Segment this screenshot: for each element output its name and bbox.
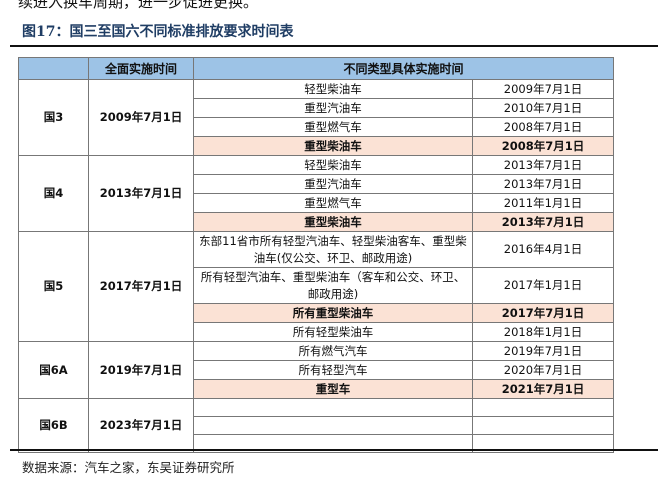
type-date-cell: 2013年7月1日 — [471, 174, 615, 194]
full-date-cell: 2017年7月1日 — [88, 231, 194, 342]
table-row — [19, 434, 615, 453]
table-row: 国3 2009年7月1日 轻型柴油车 2009年7月1日 — [18, 79, 615, 156]
vehicle-type-cell: 重型柴油车 — [193, 136, 473, 156]
vehicle-type-cell: 轻型柴油车 — [193, 79, 473, 99]
vehicle-type-cell: 所有燃气汽车 — [193, 341, 473, 361]
body-text-fragment: 续进入换车周期，进一步促进更换。 — [18, 0, 259, 11]
figure-title: 图17：国三至国六不同标准排放要求时间表 — [22, 24, 294, 40]
type-date-cell: 2021年7月1日 — [471, 379, 615, 399]
table-header-row: 全面实施时间 不同类型具体实施时间 — [18, 57, 615, 80]
vehicle-type-cell: 轻型柴油车 — [193, 155, 473, 175]
type-date-cell: 2008年7月1日 — [471, 117, 615, 137]
vehicle-type-cell: 所有轻型汽油车、重型柴油车（客车和公交、环卫、邮政用途) — [193, 267, 473, 304]
vehicle-type-cell: 所有重型柴油车 — [193, 303, 473, 323]
vehicle-type-cell: 重型燃气车 — [193, 193, 473, 213]
vehicle-type-cell: 所有轻型汽车 — [193, 360, 473, 380]
type-date-cell: 2020年7月1日 — [471, 360, 615, 380]
vehicle-type-cell: 所有轻型柴油车 — [193, 322, 473, 342]
type-date-cell: 2010年7月1日 — [471, 98, 615, 118]
emission-standards-table: 全面实施时间 不同类型具体实施时间 国3 2009年7月1日 轻型柴油车 2009年7… — [18, 57, 615, 453]
table-row: 所有轻型柴油车 2018年1月1日 — [19, 322, 615, 342]
table-row: 所有轻型汽油车、重型柴油车（客车和公交、环卫、邮政用途) 2017年1月1日 — [19, 267, 615, 304]
type-date-cell: 2018年1月1日 — [471, 322, 615, 342]
standard-cell: 国5 — [18, 231, 89, 342]
bottom-divider — [10, 449, 658, 451]
table-row: 所有重型柴油车 2017年7月1日 — [19, 303, 615, 323]
vehicle-type-cell: 重型燃气车 — [193, 117, 473, 137]
vehicle-type-cell: 重型汽油车 — [193, 98, 473, 118]
full-date-cell: 2019年7月1日 — [88, 341, 194, 399]
type-date-cell: 2009年7月1日 — [471, 79, 615, 99]
vehicle-type-cell — [193, 416, 473, 435]
type-date-cell: 2011年1月1日 — [471, 193, 615, 213]
type-date-cell: 2013年7月1日 — [471, 155, 615, 175]
full-date-cell: 2023年7月1日 — [88, 398, 194, 453]
standard-cell: 国4 — [18, 155, 89, 232]
type-date-cell — [471, 434, 615, 453]
vehicle-type-cell — [193, 398, 473, 417]
type-date-cell: 2017年1月1日 — [471, 267, 615, 304]
standard-cell: 国3 — [18, 79, 89, 156]
header-full-date: 全面实施时间 — [88, 57, 194, 80]
table-row: 国4 2013年7月1日 轻型柴油车 2013年7月1日 — [18, 155, 615, 232]
vehicle-type-cell: 东部11省市所有轻型汽油车、轻型柴油客车、重型柴油车(仅公交、环卫、邮政用途) — [193, 231, 473, 268]
full-date-cell: 2013年7月1日 — [88, 155, 194, 232]
table-row: 重型燃气车 2011年1月1日 — [19, 193, 615, 213]
type-date-cell — [471, 398, 615, 417]
vehicle-type-cell: 重型柴油车 — [193, 212, 473, 232]
table-row: 重型柴油车 2008年7月1日 — [19, 136, 615, 156]
standard-cell: 国6A — [18, 341, 89, 399]
type-date-cell — [471, 416, 615, 435]
type-date-cell: 2019年7月1日 — [471, 341, 615, 361]
type-date-cell: 2017年7月1日 — [471, 303, 615, 323]
type-date-cell: 2016年4月1日 — [471, 231, 615, 268]
table-row: 国5 2017年7月1日 东部11省市所有轻型汽油车、轻型柴油客车、重型柴油车(仅公… — [18, 231, 615, 342]
top-divider — [10, 45, 658, 47]
table-row: 国6A 2019年7月1日 所有燃气汽车 2019年7月1日 — [18, 341, 615, 399]
table-row: 重型车 2021年7月1日 — [19, 379, 615, 399]
type-date-cell: 2008年7月1日 — [471, 136, 615, 156]
vehicle-type-cell: 重型汽油车 — [193, 174, 473, 194]
header-standard — [18, 57, 89, 80]
type-date-cell: 2013年7月1日 — [471, 212, 615, 232]
vehicle-type-cell: 重型车 — [193, 379, 473, 399]
full-date-cell: 2009年7月1日 — [88, 79, 194, 156]
table-row: 重型柴油车 2013年7月1日 — [19, 212, 615, 232]
header-type-dates: 不同类型具体实施时间 — [192, 57, 615, 80]
standard-cell: 国6B — [18, 398, 89, 453]
source-note: 数据来源：汽车之家，东吴证券研究所 — [22, 460, 235, 475]
table-row: 国6B 2023年7月1日 — [18, 398, 615, 453]
